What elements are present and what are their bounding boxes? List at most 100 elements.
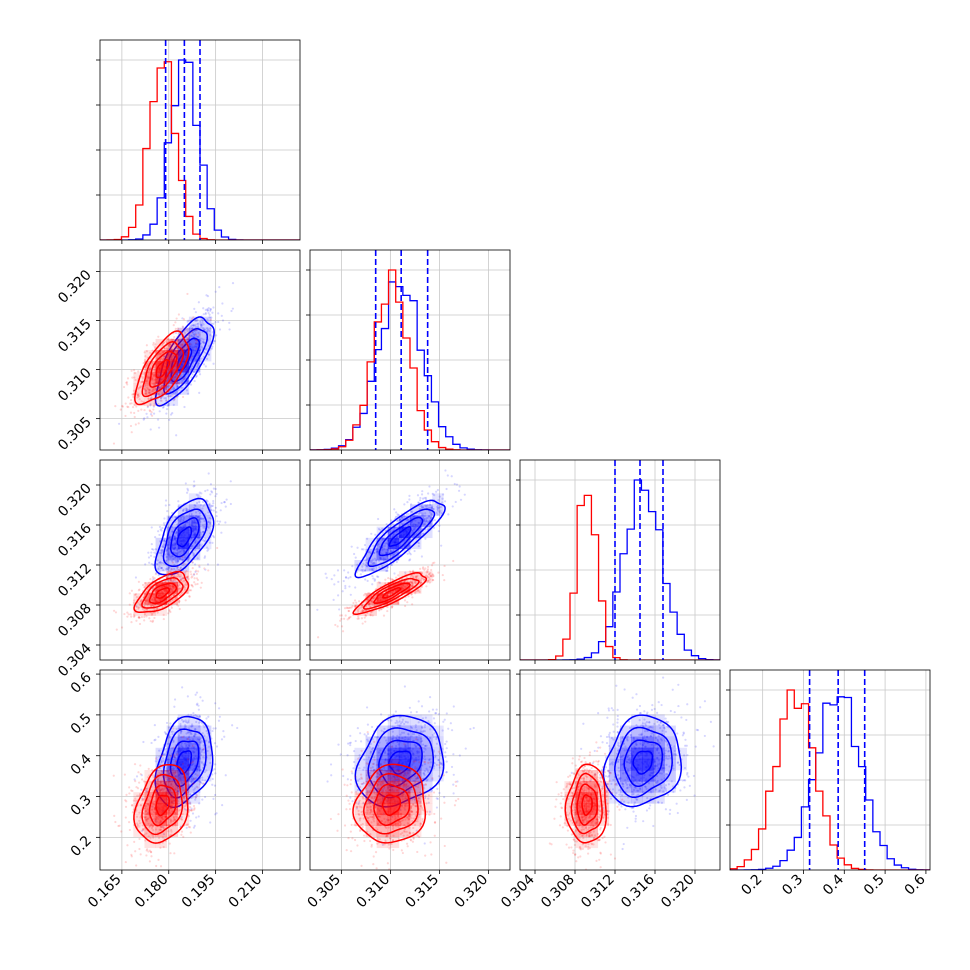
y-tick-label: 0.5	[68, 710, 95, 737]
x-tick-label: 0.304	[498, 871, 538, 911]
red-contour-level	[382, 587, 402, 599]
red-contour-level	[133, 570, 190, 613]
blue-contour-level	[378, 739, 423, 788]
red-contour-level	[352, 571, 428, 616]
red-contours	[134, 330, 190, 406]
red-density	[133, 770, 190, 849]
blue-contour-level	[176, 750, 193, 775]
red-contour-level	[148, 784, 177, 827]
x-tick-label: 0.315	[403, 872, 443, 912]
x-tick-label: 0.312	[578, 872, 618, 912]
x-tick-label: 0.4	[820, 871, 847, 898]
y-tick-label: 0.320	[55, 267, 95, 307]
panel-frame	[519, 669, 721, 871]
panel-frame	[309, 459, 511, 661]
blue-contours	[354, 499, 446, 579]
blue-contour-level	[378, 516, 424, 557]
blue-contour-level	[354, 499, 446, 579]
x-tick-label: 0.308	[538, 872, 578, 912]
y-tick-label: 0.304	[55, 640, 95, 680]
x-tick-label: 0.316	[618, 871, 658, 911]
y-tick-label: 0.4	[68, 751, 95, 778]
blue-histogram	[730, 696, 930, 870]
x-tick-label: 0.5	[861, 872, 888, 899]
blue-contour-level	[169, 517, 200, 558]
blue-contours	[602, 714, 683, 808]
red-contours	[564, 763, 607, 844]
red-contour-level	[155, 359, 171, 379]
blue-contour-level	[623, 739, 664, 788]
x-tick-label: 0.320	[452, 872, 492, 912]
x-tick-label: 0.165	[85, 872, 125, 912]
panel-frame	[99, 459, 301, 661]
histogram-panel-1	[306, 249, 511, 454]
x-tick-label: 0.320	[658, 872, 698, 912]
red-contour-level	[373, 783, 411, 826]
scatter-panel-1-0: 0.305 0.310 0.315 0.320	[55, 249, 301, 454]
x-tick-label: 0.210	[226, 872, 266, 912]
blue-contour-level	[176, 526, 193, 548]
x-tick-label: 0.180	[132, 872, 172, 912]
x-tick-label: 0.2	[738, 872, 765, 899]
red-contours	[133, 570, 190, 613]
y-tick-label: 0.320	[55, 481, 95, 521]
y-tick-label: 0.316	[55, 520, 95, 560]
x-tick-label: 0.305	[305, 872, 345, 912]
red-contour-level	[155, 587, 171, 599]
blue-contours	[154, 715, 214, 809]
red-contour-level	[363, 773, 419, 835]
scatter-panel-2-1	[306, 459, 511, 664]
blue-contour-level	[367, 508, 436, 568]
panel-frame	[309, 249, 511, 451]
blue-contour-level	[388, 526, 412, 547]
scatter-panel-3-2: 0.304 0.308 0.312 0.316 0.320	[498, 669, 721, 912]
blue-contour-level	[354, 714, 445, 808]
histogram-panel-2	[516, 459, 721, 664]
red-contour-level	[362, 577, 420, 610]
red-contour-level	[141, 341, 185, 398]
blue-contour-level	[154, 715, 214, 809]
red-contour-level	[352, 763, 427, 844]
panel-frame	[519, 459, 721, 661]
red-contour-level	[148, 582, 178, 604]
blue-contours	[154, 497, 215, 576]
x-tick-label: 0.6	[902, 871, 929, 898]
blue-contour-level	[632, 750, 654, 775]
panel-frame	[99, 669, 301, 871]
y-tick-label: 0.2	[68, 833, 95, 860]
blue-contour-level	[169, 740, 200, 788]
panel-frame	[99, 39, 301, 241]
x-tick-label: 0.195	[179, 872, 219, 912]
blue-contour-level	[162, 508, 208, 568]
red-histogram	[100, 61, 300, 240]
scatter-panel-3-1: 0.305 0.310 0.315 0.320	[305, 669, 511, 912]
y-tick-label: 0.305	[55, 414, 95, 454]
red-contour-level	[373, 582, 411, 605]
red-contour-level	[133, 763, 189, 844]
blue-density	[354, 493, 444, 572]
y-tick-label: 0.315	[55, 316, 95, 356]
red-contours	[352, 571, 428, 616]
red-contour-level	[581, 794, 593, 817]
x-tick-label: 0.310	[354, 872, 394, 912]
red-contour-level	[155, 794, 170, 817]
panel-frame	[729, 669, 931, 871]
blue-contour-level	[154, 497, 215, 576]
red-contours	[352, 763, 427, 844]
blue-contour-level	[170, 337, 201, 383]
red-contour-level	[141, 577, 184, 609]
blue-contour-level	[367, 727, 435, 799]
red-contour-level	[570, 772, 603, 835]
blue-contour-level	[602, 714, 683, 808]
red-density	[354, 758, 433, 849]
y-tick-label: 0.308	[55, 601, 95, 641]
histogram-panel-0	[96, 39, 301, 244]
red-contour-level	[576, 783, 598, 826]
red-contour-level	[381, 794, 402, 817]
y-tick-label: 0.312	[55, 561, 95, 601]
panel-frame	[99, 249, 301, 451]
blue-contour-level	[162, 728, 207, 799]
red-contour-level	[134, 330, 190, 406]
